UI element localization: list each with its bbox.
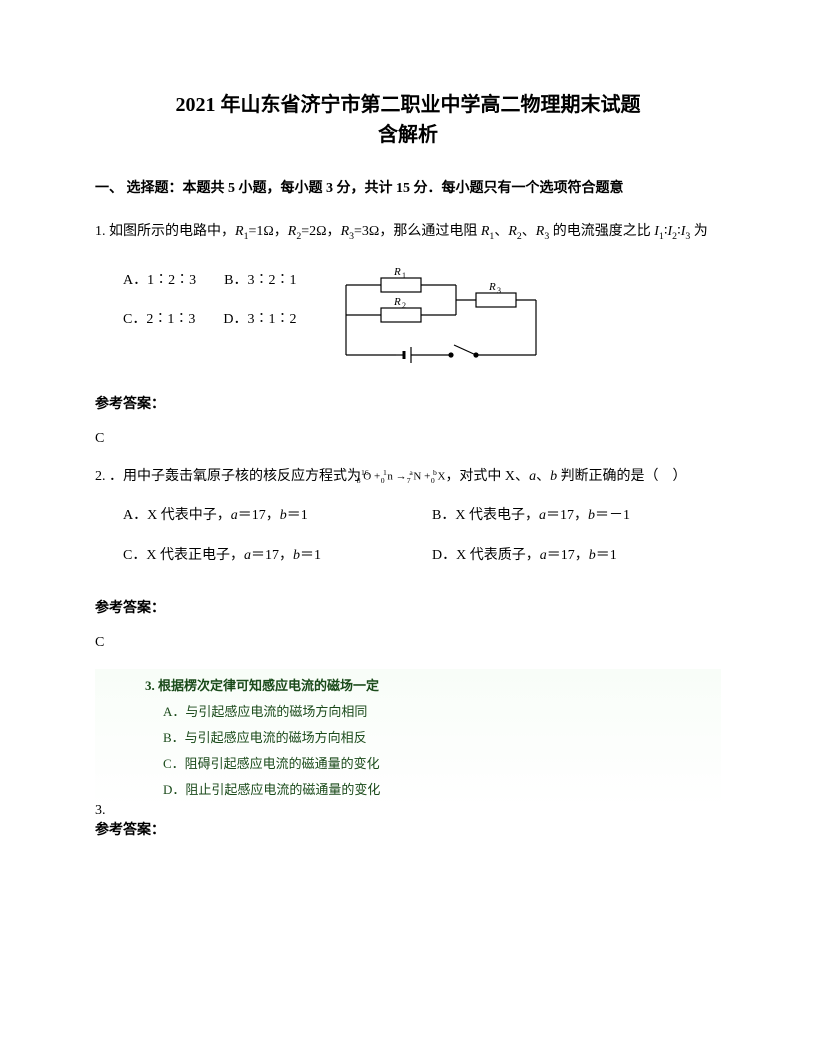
q2-optC: C．X 代表正电子，a＝17，b＝1 [123,545,412,567]
title-line1: 2021 年山东省济宁市第二职业中学高二物理期末试题 [95,90,721,120]
circuit-diagram: R 1 R 2 R 3 [336,265,546,375]
q2-optA: A．X 代表中子，a＝17，b＝1 [123,505,412,527]
q2-answer: C [95,635,721,651]
q1-answer-label: 参考答案： [95,393,721,413]
svg-text:1: 1 [402,271,406,280]
q2-answer-label: 参考答案： [95,597,721,617]
q3-header: 3. 根据楞次定律可知感应电流的磁场一定 [145,673,721,699]
q2-options-row1: A．X 代表中子，a＝17，b＝1 B．X 代表电子，a＝17，b＝－1 [95,505,721,527]
q1-answer: C [95,431,721,447]
q1-options: A．1∶2∶3 B．3∶2∶1 C．2∶1∶3 D．3∶1∶2 [95,261,296,339]
svg-text:2: 2 [402,301,406,310]
q2-formula: 168 O + 10 n → a7 N + b0 X [361,466,445,487]
q3-number: 3. [95,803,721,819]
q2-options-row2: C．X 代表正电子，a＝17，b＝1 D．X 代表质子，a＝17，b＝1 [95,545,721,567]
q3-optC: C．阻碍引起感应电流的磁通量的变化 [145,751,721,777]
question-1-text: 1. 如图所示的电路中，R1=1Ω，R2=2Ω，R3=3Ω，那么通过电阻 R1、… [95,218,721,246]
document-title: 2021 年山东省济宁市第二职业中学高二物理期末试题 含解析 [95,90,721,150]
q1-optB: B．3∶2∶1 [224,273,296,288]
q3-optB: B．与引起感应电流的磁场方向相反 [145,725,721,751]
svg-text:3: 3 [497,286,501,295]
svg-text:R: R [393,266,401,278]
q1-optC: C．2∶1∶3 [123,312,195,327]
svg-text:R: R [488,281,496,293]
q1-prefix: 1. 如图所示的电路中， [95,224,235,239]
q3-embedded-image: 3. 根据楞次定律可知感应电流的磁场一定 A．与引起感应电流的磁场方向相同 B．… [95,669,721,807]
q2-optB: B．X 代表电子，a＝17，b＝－1 [432,505,721,527]
title-line2: 含解析 [95,120,721,150]
q2-suffix: ，对式中 X、a、b 判断正确的是（ ） [445,469,686,484]
question-2-text: 2. ．用中子轰击氧原子核的核反应方程式为168 O + 10 n → a7 N… [95,465,721,489]
q1-optA: A．1∶2∶3 [123,273,196,288]
q2-prefix: 2. ．用中子轰击氧原子核的核反应方程式为 [95,469,361,484]
q3-optA: A．与引起感应电流的磁场方向相同 [145,699,721,725]
section-1-header: 一、 选择题：本题共 5 小题，每小题 3 分，共计 15 分．每小题只有一个选… [95,178,721,200]
q3-answer-label: 参考答案： [95,819,721,839]
q1-rvalues: R [235,224,244,239]
svg-text:R: R [393,296,401,308]
q3-optD: D．阻止引起感应电流的磁通量的变化 [145,777,721,803]
q2-optD: D．X 代表质子，a＝17，b＝1 [432,545,721,567]
q1-options-and-diagram: A．1∶2∶3 B．3∶2∶1 C．2∶1∶3 D．3∶1∶2 R 1 R 2 [95,261,721,375]
q1-optD: D．3∶1∶2 [223,312,296,327]
